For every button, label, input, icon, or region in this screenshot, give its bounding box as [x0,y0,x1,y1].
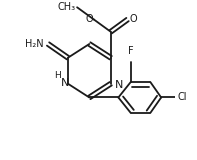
Text: H₂N: H₂N [25,39,44,49]
Text: N: N [114,80,123,90]
Text: F: F [128,46,133,56]
Text: H: H [55,71,61,80]
Text: Cl: Cl [177,92,187,102]
Text: N: N [61,78,69,88]
Text: CH₃: CH₃ [58,2,76,12]
Text: O: O [85,14,93,24]
Text: O: O [129,14,137,24]
